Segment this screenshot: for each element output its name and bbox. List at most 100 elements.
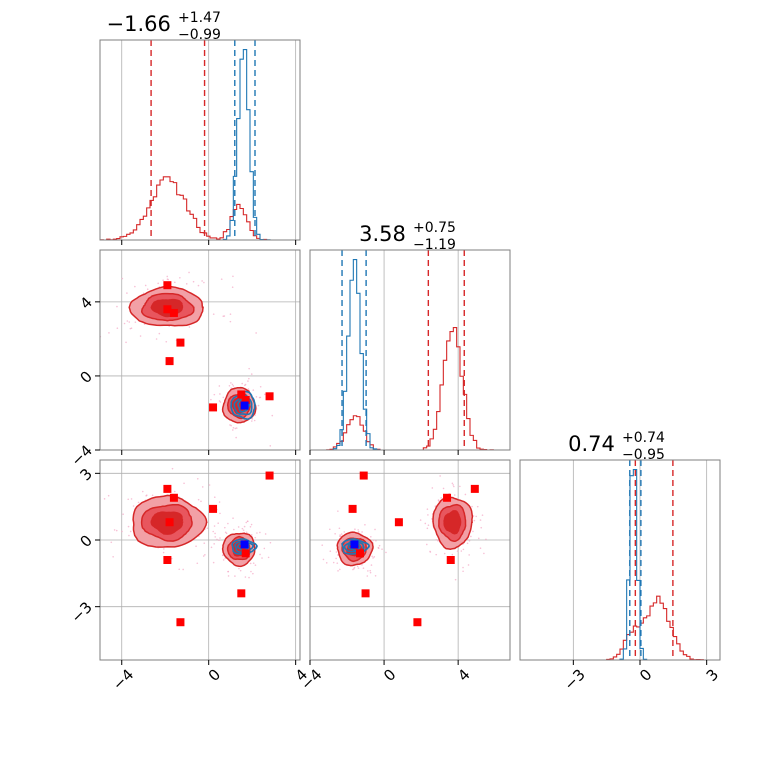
sample-point <box>440 497 442 499</box>
sample-point <box>151 494 154 497</box>
sample-point <box>167 278 169 281</box>
sample-point <box>242 529 245 531</box>
sample-point <box>467 564 470 566</box>
sample-point <box>377 546 380 549</box>
sample-point <box>212 313 215 315</box>
sample-point <box>427 524 430 526</box>
marker-red <box>356 549 364 558</box>
sample-point <box>337 554 339 556</box>
sample-point <box>227 575 230 577</box>
marker-blue <box>350 540 359 549</box>
title-param-3-sub: −0.95 <box>622 447 665 463</box>
sample-point <box>254 564 257 566</box>
sample-point <box>231 383 234 386</box>
sample-point <box>259 553 261 556</box>
title-param-3-main: 0.74 <box>568 432 615 456</box>
sample-point <box>475 515 478 518</box>
sample-point <box>134 321 137 323</box>
sample-point <box>158 332 161 335</box>
sample-point <box>178 568 181 571</box>
sample-point <box>188 271 190 274</box>
sample-point <box>230 424 232 427</box>
sample-point <box>219 512 221 515</box>
diagonal-panel-1 <box>99 39 301 245</box>
sample-point <box>370 564 373 566</box>
sample-point <box>251 420 253 422</box>
sample-point <box>234 575 236 577</box>
sample-point <box>155 338 158 340</box>
sample-point <box>453 494 456 496</box>
sample-point <box>203 281 205 284</box>
title-param-1: −1.66 +1.47 −0.99 <box>107 7 226 43</box>
title-param-1-sub: −0.99 <box>178 27 221 43</box>
sample-point <box>112 555 114 558</box>
contour-blue <box>230 390 256 421</box>
sample-point <box>229 320 232 323</box>
marker-red <box>163 484 172 493</box>
sample-point <box>263 547 266 550</box>
sample-point <box>419 519 422 521</box>
sample-point <box>232 385 235 387</box>
sample-point <box>459 485 461 488</box>
sample-point <box>228 384 231 387</box>
sample-point <box>443 552 446 555</box>
sample-point <box>340 533 343 535</box>
sample-point <box>196 562 199 565</box>
panel-frame <box>519 459 721 661</box>
panel-frame <box>99 459 301 661</box>
y-tick-label: 4 <box>76 293 95 312</box>
sample-point <box>129 530 132 533</box>
marker-red <box>348 504 357 513</box>
sample-point <box>439 475 441 477</box>
sample-point <box>224 531 227 534</box>
sample-point <box>166 275 169 278</box>
sample-point <box>237 526 240 528</box>
y-tick-label: 3 <box>76 465 95 484</box>
marker-red <box>237 390 246 399</box>
title-param-2-main: 3.58 <box>359 222 406 246</box>
sample-point <box>243 525 246 528</box>
histogram-red <box>310 327 510 450</box>
sample-point <box>431 518 433 520</box>
histogram-red <box>100 176 300 240</box>
sample-point <box>338 527 341 530</box>
sample-point <box>431 487 434 489</box>
sample-point <box>212 561 215 564</box>
sample-point <box>121 530 123 533</box>
marker-blue <box>240 540 249 549</box>
sample-point <box>235 436 237 439</box>
sample-point <box>121 277 124 280</box>
sample-point <box>435 553 438 556</box>
sample-point <box>222 396 225 399</box>
sample-point <box>332 561 335 564</box>
scatter-panel-2-1 <box>95 249 301 455</box>
y-tick-label: 0 <box>76 367 95 386</box>
sample-point <box>381 548 383 550</box>
sample-point <box>219 401 222 403</box>
sample-point <box>357 531 360 533</box>
sample-point <box>468 554 470 556</box>
sample-point <box>426 508 429 510</box>
sample-point <box>165 340 168 343</box>
sample-point <box>462 548 465 551</box>
sample-point <box>366 575 369 577</box>
marker-red <box>443 493 452 502</box>
sample-point <box>110 541 113 544</box>
histogram-red <box>520 595 720 660</box>
tick-labels: −4 0 4−4 0 4 −3 0 3−404−303 <box>68 293 723 694</box>
sample-point <box>361 531 363 533</box>
sample-point <box>372 557 374 559</box>
sample-point <box>364 523 366 526</box>
sample-point <box>247 380 249 382</box>
sample-point <box>113 529 116 531</box>
panel-frame <box>99 39 301 241</box>
sample-point <box>220 278 223 280</box>
panel-frame <box>309 249 511 451</box>
title-param-2-sup: +0.75 <box>413 220 456 236</box>
sample-point <box>201 280 203 282</box>
x-tick-label: −4 <box>109 666 137 694</box>
sample-point <box>116 327 119 330</box>
sample-point <box>372 539 375 541</box>
marker-red <box>394 518 403 527</box>
sample-point <box>269 445 272 447</box>
